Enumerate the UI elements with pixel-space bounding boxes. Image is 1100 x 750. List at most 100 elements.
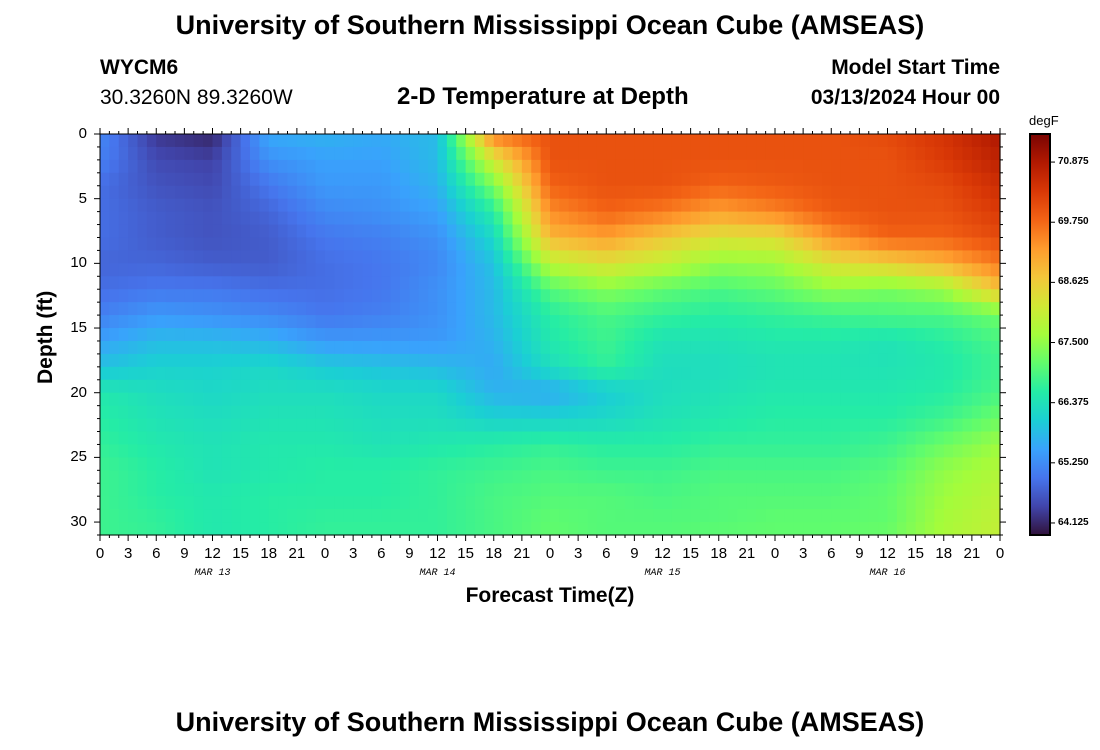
heatmap-cell (765, 289, 776, 303)
heatmap-cell (231, 237, 242, 252)
heatmap-cell (615, 211, 626, 226)
heatmap-cell (128, 353, 139, 368)
heatmap-cell (653, 522, 664, 536)
heatmap-cell (203, 172, 214, 187)
heatmap-cell (184, 496, 195, 510)
heatmap-cell (268, 250, 279, 264)
heatmap-cell (315, 509, 326, 523)
heatmap-cell (643, 340, 654, 355)
heatmap-cell (981, 146, 992, 161)
heatmap-cell (306, 198, 317, 213)
heatmap-cell (428, 470, 439, 484)
heatmap-cell (728, 353, 739, 368)
heatmap-cell (446, 146, 457, 161)
heatmap-cell (793, 146, 804, 161)
heatmap-cell (971, 276, 982, 290)
heatmap-cell (643, 134, 654, 148)
heatmap-cell (653, 340, 664, 355)
heatmap-cell (709, 224, 720, 239)
heatmap-cell (709, 509, 720, 523)
heatmap-cell (353, 146, 364, 161)
heatmap-cell (737, 263, 748, 277)
heatmap-cell (896, 457, 907, 471)
x-tick-label: 9 (405, 545, 414, 562)
heatmap-cell (550, 496, 560, 510)
heatmap-cell (203, 315, 214, 329)
heatmap-cell (934, 392, 945, 407)
heatmap-cell (250, 289, 260, 303)
heatmap-cell (812, 146, 823, 161)
heatmap-cell (156, 134, 167, 148)
heatmap-cell (221, 483, 232, 497)
heatmap-cell (203, 483, 214, 497)
heatmap-cell (362, 134, 373, 148)
heatmap-cell (625, 289, 635, 303)
heatmap-cell (878, 224, 889, 239)
heatmap-cell (887, 185, 898, 200)
heatmap-cell (662, 379, 673, 394)
heatmap-cell (437, 509, 448, 523)
heatmap-cell (484, 172, 495, 187)
heatmap-cell (193, 353, 204, 368)
heatmap-cell (531, 198, 542, 213)
heatmap-cell (868, 509, 879, 523)
heatmap-cell (887, 366, 898, 381)
heatmap-cell (943, 211, 954, 226)
heatmap-cell (446, 185, 457, 200)
heatmap-cell (943, 302, 954, 316)
heatmap-cell (925, 340, 935, 355)
heatmap-cell (381, 198, 392, 213)
heatmap-cell (971, 263, 982, 277)
heatmap-cell (925, 276, 935, 290)
heatmap-cell (690, 457, 701, 471)
heatmap-cell (971, 522, 982, 536)
heatmap-cell (793, 185, 804, 200)
heatmap-cell (775, 340, 785, 355)
heatmap-cell (315, 366, 326, 381)
heatmap-cell (540, 211, 551, 226)
heatmap-cell (540, 159, 551, 174)
heatmap-cell (765, 366, 776, 381)
heatmap-cell (390, 250, 401, 264)
heatmap-cell (390, 366, 401, 381)
heatmap-cell (334, 496, 345, 510)
heatmap-cell (287, 328, 298, 342)
heatmap-cell (278, 522, 289, 536)
heatmap-cell (456, 522, 467, 536)
heatmap-cell (606, 328, 617, 342)
heatmap-cell (203, 134, 214, 148)
heatmap-cell (184, 263, 195, 277)
heatmap-cell (456, 470, 467, 484)
heatmap-cell (400, 405, 410, 420)
heatmap-cell (484, 134, 495, 148)
heatmap-cell (128, 263, 139, 277)
heatmap-cell (503, 405, 514, 420)
heatmap-cell (803, 379, 814, 394)
heatmap-cell (587, 470, 598, 484)
heatmap-cell (428, 444, 439, 458)
heatmap-cell (446, 405, 457, 420)
heatmap-cell (718, 146, 729, 161)
heatmap-cell (343, 418, 354, 433)
heatmap-cell (625, 198, 635, 213)
heatmap-cell (521, 289, 532, 303)
x-tick-label: 0 (995, 545, 1005, 562)
heatmap-cell (437, 315, 448, 329)
heatmap-cell (606, 198, 617, 213)
heatmap-cell (221, 405, 232, 420)
heatmap-cell (859, 405, 870, 420)
heatmap-cell (465, 250, 476, 264)
heatmap-cell (559, 185, 570, 200)
heatmap-cell (896, 211, 907, 226)
heatmap-cell (737, 418, 748, 433)
heatmap-cell (428, 366, 439, 381)
heatmap-cell (821, 431, 832, 446)
heatmap-cell (578, 328, 589, 342)
heatmap-cell (568, 237, 579, 252)
x-tick-label: 9 (855, 545, 864, 562)
heatmap-cell (484, 418, 495, 433)
x-tick-label: 12 (204, 545, 221, 562)
heatmap-cell (737, 470, 748, 484)
heatmap-cell (268, 134, 279, 148)
heatmap-cell (793, 250, 804, 264)
